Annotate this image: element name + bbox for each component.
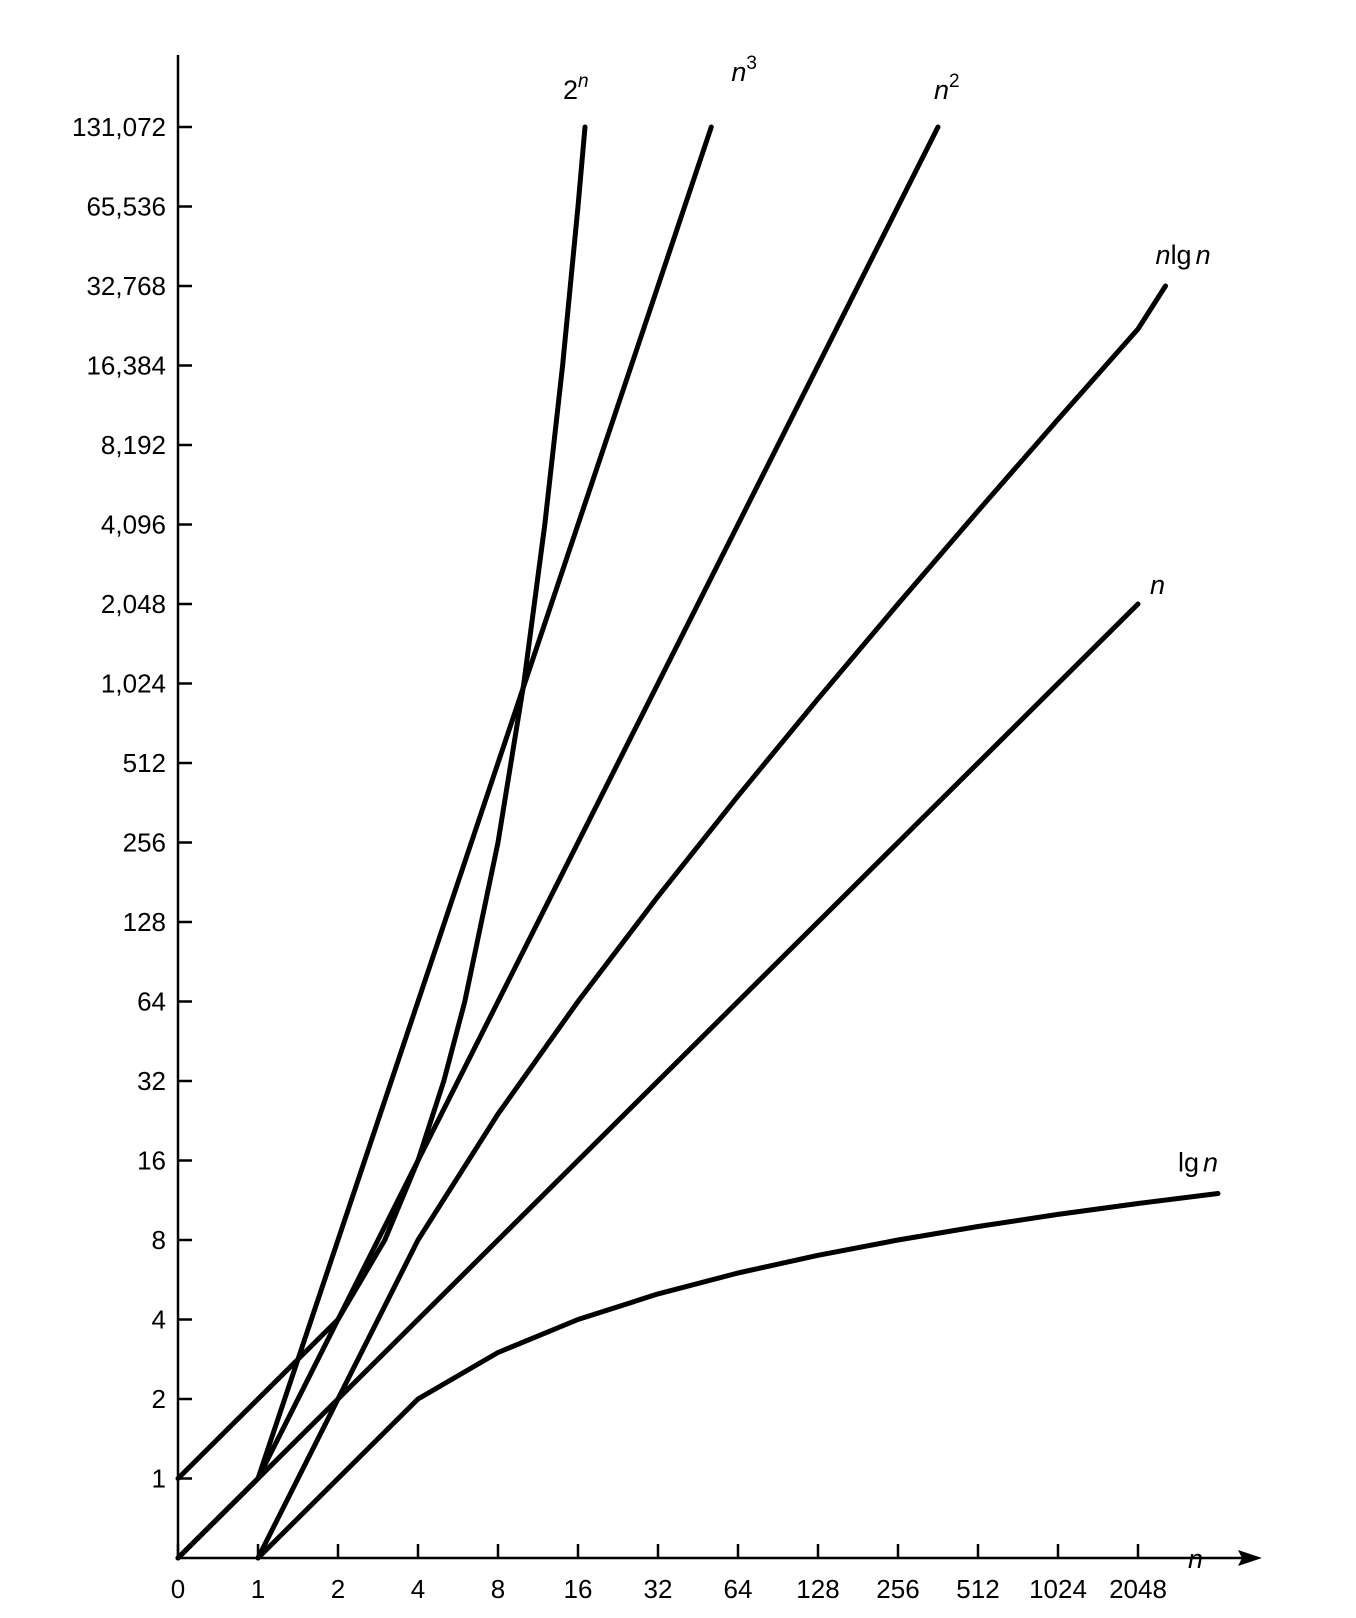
y-tick-label: 256 (123, 828, 166, 858)
curve-n-lg-n (255, 283, 1168, 1561)
x-tick-label: 32 (644, 1574, 673, 1604)
curve-label-n-3: n3 (731, 53, 757, 87)
x-tick-label: 2 (331, 1574, 345, 1604)
curve-2-n (175, 124, 588, 1481)
x-tick-label: 4 (411, 1574, 425, 1604)
x-tick-label: 256 (876, 1574, 919, 1604)
y-tick-label: 2 (152, 1384, 166, 1414)
y-tick-label: 128 (123, 907, 166, 937)
y-tick-label: 16,384 (86, 351, 166, 381)
y-tick-label: 32 (137, 1066, 166, 1096)
y-ticks: 1 2 4 8 16 32 64 128 256 512 1,024 2,048 4,096 8,192 1… (72, 112, 192, 1494)
curve-n-2 (175, 124, 941, 1561)
y-tick-label: 8 (152, 1225, 166, 1255)
curve-lg-n (255, 1191, 1221, 1561)
y-tick-label: 1 (152, 1464, 166, 1494)
curve-label-2-n: 2n (563, 71, 589, 105)
y-tick-label: 65,536 (86, 192, 166, 222)
axes: n (176, 55, 1262, 1574)
x-tick-label: 1 (251, 1574, 265, 1604)
y-tick-label: 16 (137, 1146, 166, 1176)
x-tick-label: 0 (171, 1574, 185, 1604)
curve-label-n: n (1150, 570, 1165, 600)
y-tick-label: 2,048 (101, 589, 166, 619)
x-tick-label: 16 (564, 1574, 593, 1604)
x-axis-label: n (1188, 1544, 1203, 1574)
y-tick-label: 64 (137, 987, 166, 1017)
y-tick-label: 32,768 (86, 271, 166, 301)
x-axis-arrowhead (1238, 1550, 1262, 1566)
y-tick-label: 512 (123, 748, 166, 778)
curve-label-n-lg-n: nlg n (1156, 240, 1211, 270)
curves (175, 124, 1221, 1561)
y-tick-label: 131,072 (72, 112, 166, 142)
y-tick-label: 8,192 (101, 430, 166, 460)
y-tick-label: 4 (152, 1305, 166, 1335)
x-tick-label: 8 (491, 1574, 505, 1604)
curve-n (175, 601, 1141, 1561)
y-tick-label: 4,096 (101, 510, 166, 540)
curve-label-lg-n: lg n (1178, 1147, 1218, 1177)
curve-label-n-2: n2 (934, 71, 960, 105)
x-tick-label: 512 (956, 1574, 999, 1604)
x-tick-label: 1024 (1029, 1574, 1087, 1604)
x-ticks: 0 1 2 4 8 16 32 64 128 256 512 1024 2048 (171, 1544, 1167, 1604)
y-tick-label: 1,024 (101, 669, 166, 699)
x-tick-label: 64 (724, 1574, 753, 1604)
curve-n-3 (175, 124, 714, 1561)
x-tick-label: 128 (796, 1574, 839, 1604)
x-tick-label: 2048 (1109, 1574, 1167, 1604)
